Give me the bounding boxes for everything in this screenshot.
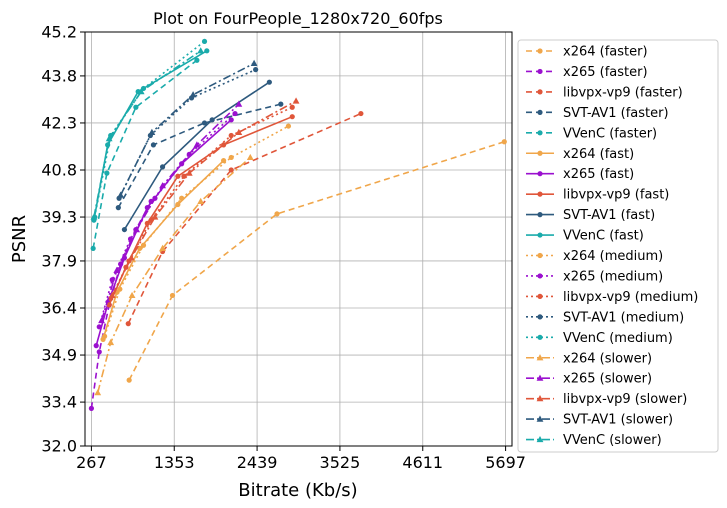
legend-label: SVT-AV1 (faster) — [563, 106, 669, 121]
chart-title: Plot on FourPeople_1280x720_60fps — [153, 9, 443, 29]
x-axis-title: Bitrate (Kb/s) — [238, 480, 357, 501]
data-point — [202, 39, 207, 44]
y-tick-label: 34.9 — [41, 346, 77, 365]
legend-marker — [537, 212, 542, 217]
legend-label: VVenC (fast) — [563, 229, 644, 244]
x-tick-label: 3525 — [320, 453, 361, 472]
legend-marker — [537, 314, 542, 319]
data-point — [141, 243, 146, 248]
data-point — [286, 123, 291, 128]
data-point — [170, 293, 175, 298]
legend-label: x264 (fast) — [563, 147, 634, 162]
legend-label: VVenC (slower) — [563, 433, 662, 448]
legend-marker — [537, 151, 542, 156]
data-point — [175, 174, 180, 179]
legend: x264 (faster) x265 (faster) libvpx-vp9 (fa… — [518, 40, 718, 452]
x-tick-label: 4611 — [402, 453, 443, 472]
data-point — [278, 102, 283, 107]
data-point — [91, 246, 96, 251]
data-point — [97, 324, 102, 329]
legend-label: SVT-AV1 (fast) — [563, 208, 655, 223]
legend-marker — [537, 253, 542, 258]
legend-marker — [537, 69, 542, 74]
data-point — [229, 155, 234, 160]
legend-label: libvpx-vp9 (fast) — [563, 188, 669, 203]
data-point — [116, 205, 121, 210]
legend-label: libvpx-vp9 (medium) — [563, 290, 698, 305]
y-axis-title: PSNR — [9, 215, 30, 263]
legend-label: SVT-AV1 (medium) — [563, 310, 684, 325]
data-point — [253, 67, 258, 72]
data-point — [117, 287, 122, 292]
legend-marker — [537, 171, 542, 176]
data-point — [502, 139, 507, 144]
legend-marker — [537, 273, 542, 278]
legend-label: VVenC (faster) — [563, 126, 657, 141]
y-tick-label: 40.8 — [41, 161, 77, 180]
legend-marker — [537, 130, 542, 135]
data-point — [89, 406, 94, 411]
data-point — [97, 349, 102, 354]
data-point — [179, 196, 184, 201]
legend-label: x264 (faster) — [563, 45, 648, 60]
x-tick-label: 2439 — [237, 453, 278, 472]
x-tick-label: 1353 — [154, 453, 195, 472]
y-tick-label: 39.3 — [41, 208, 77, 227]
data-point — [181, 174, 186, 179]
legend-label: SVT-AV1 (slower) — [563, 413, 673, 428]
legend-label: x265 (slower) — [563, 372, 652, 387]
data-point — [210, 117, 215, 122]
legend-marker — [537, 294, 542, 299]
legend-marker — [537, 89, 542, 94]
legend-marker — [537, 48, 542, 53]
legend-label: VVenC (medium) — [563, 331, 673, 346]
data-point — [267, 80, 272, 85]
y-tick-label: 43.8 — [41, 66, 77, 85]
legend-label: x264 (slower) — [563, 351, 652, 366]
x-tick-label: 267 — [76, 453, 107, 472]
data-point — [151, 142, 156, 147]
data-point — [102, 334, 107, 339]
legend-marker — [537, 110, 542, 115]
data-point — [104, 171, 109, 176]
data-point — [126, 321, 131, 326]
legend-label: libvpx-vp9 (faster) — [563, 85, 683, 100]
y-tick-label: 37.9 — [41, 251, 77, 270]
y-tick-label: 33.4 — [41, 393, 77, 412]
legend-label: x265 (fast) — [563, 167, 634, 182]
data-point — [232, 111, 237, 116]
data-point — [229, 133, 234, 138]
y-tick-label: 32.0 — [41, 437, 77, 456]
data-point — [133, 105, 138, 110]
data-point — [160, 164, 165, 169]
data-point — [122, 227, 127, 232]
y-tick-label: 45.2 — [41, 23, 77, 42]
y-tick-label: 36.4 — [41, 299, 77, 318]
legend-marker — [537, 335, 542, 340]
data-point — [290, 114, 295, 119]
legend-label: x265 (medium) — [563, 269, 663, 284]
data-point — [127, 378, 132, 383]
legend-marker — [537, 232, 542, 237]
legend-marker — [537, 192, 542, 197]
x-tick-label: 5697 — [485, 453, 526, 472]
data-point — [358, 111, 363, 116]
legend-label: x264 (medium) — [563, 249, 663, 264]
legend-frame — [518, 40, 718, 452]
y-tick-label: 42.3 — [41, 113, 77, 132]
legend-label: libvpx-vp9 (slower) — [563, 392, 687, 407]
legend-label: x265 (faster) — [563, 65, 648, 80]
data-point — [274, 211, 279, 216]
data-point — [94, 343, 99, 348]
data-point — [290, 105, 295, 110]
data-point — [204, 48, 209, 53]
